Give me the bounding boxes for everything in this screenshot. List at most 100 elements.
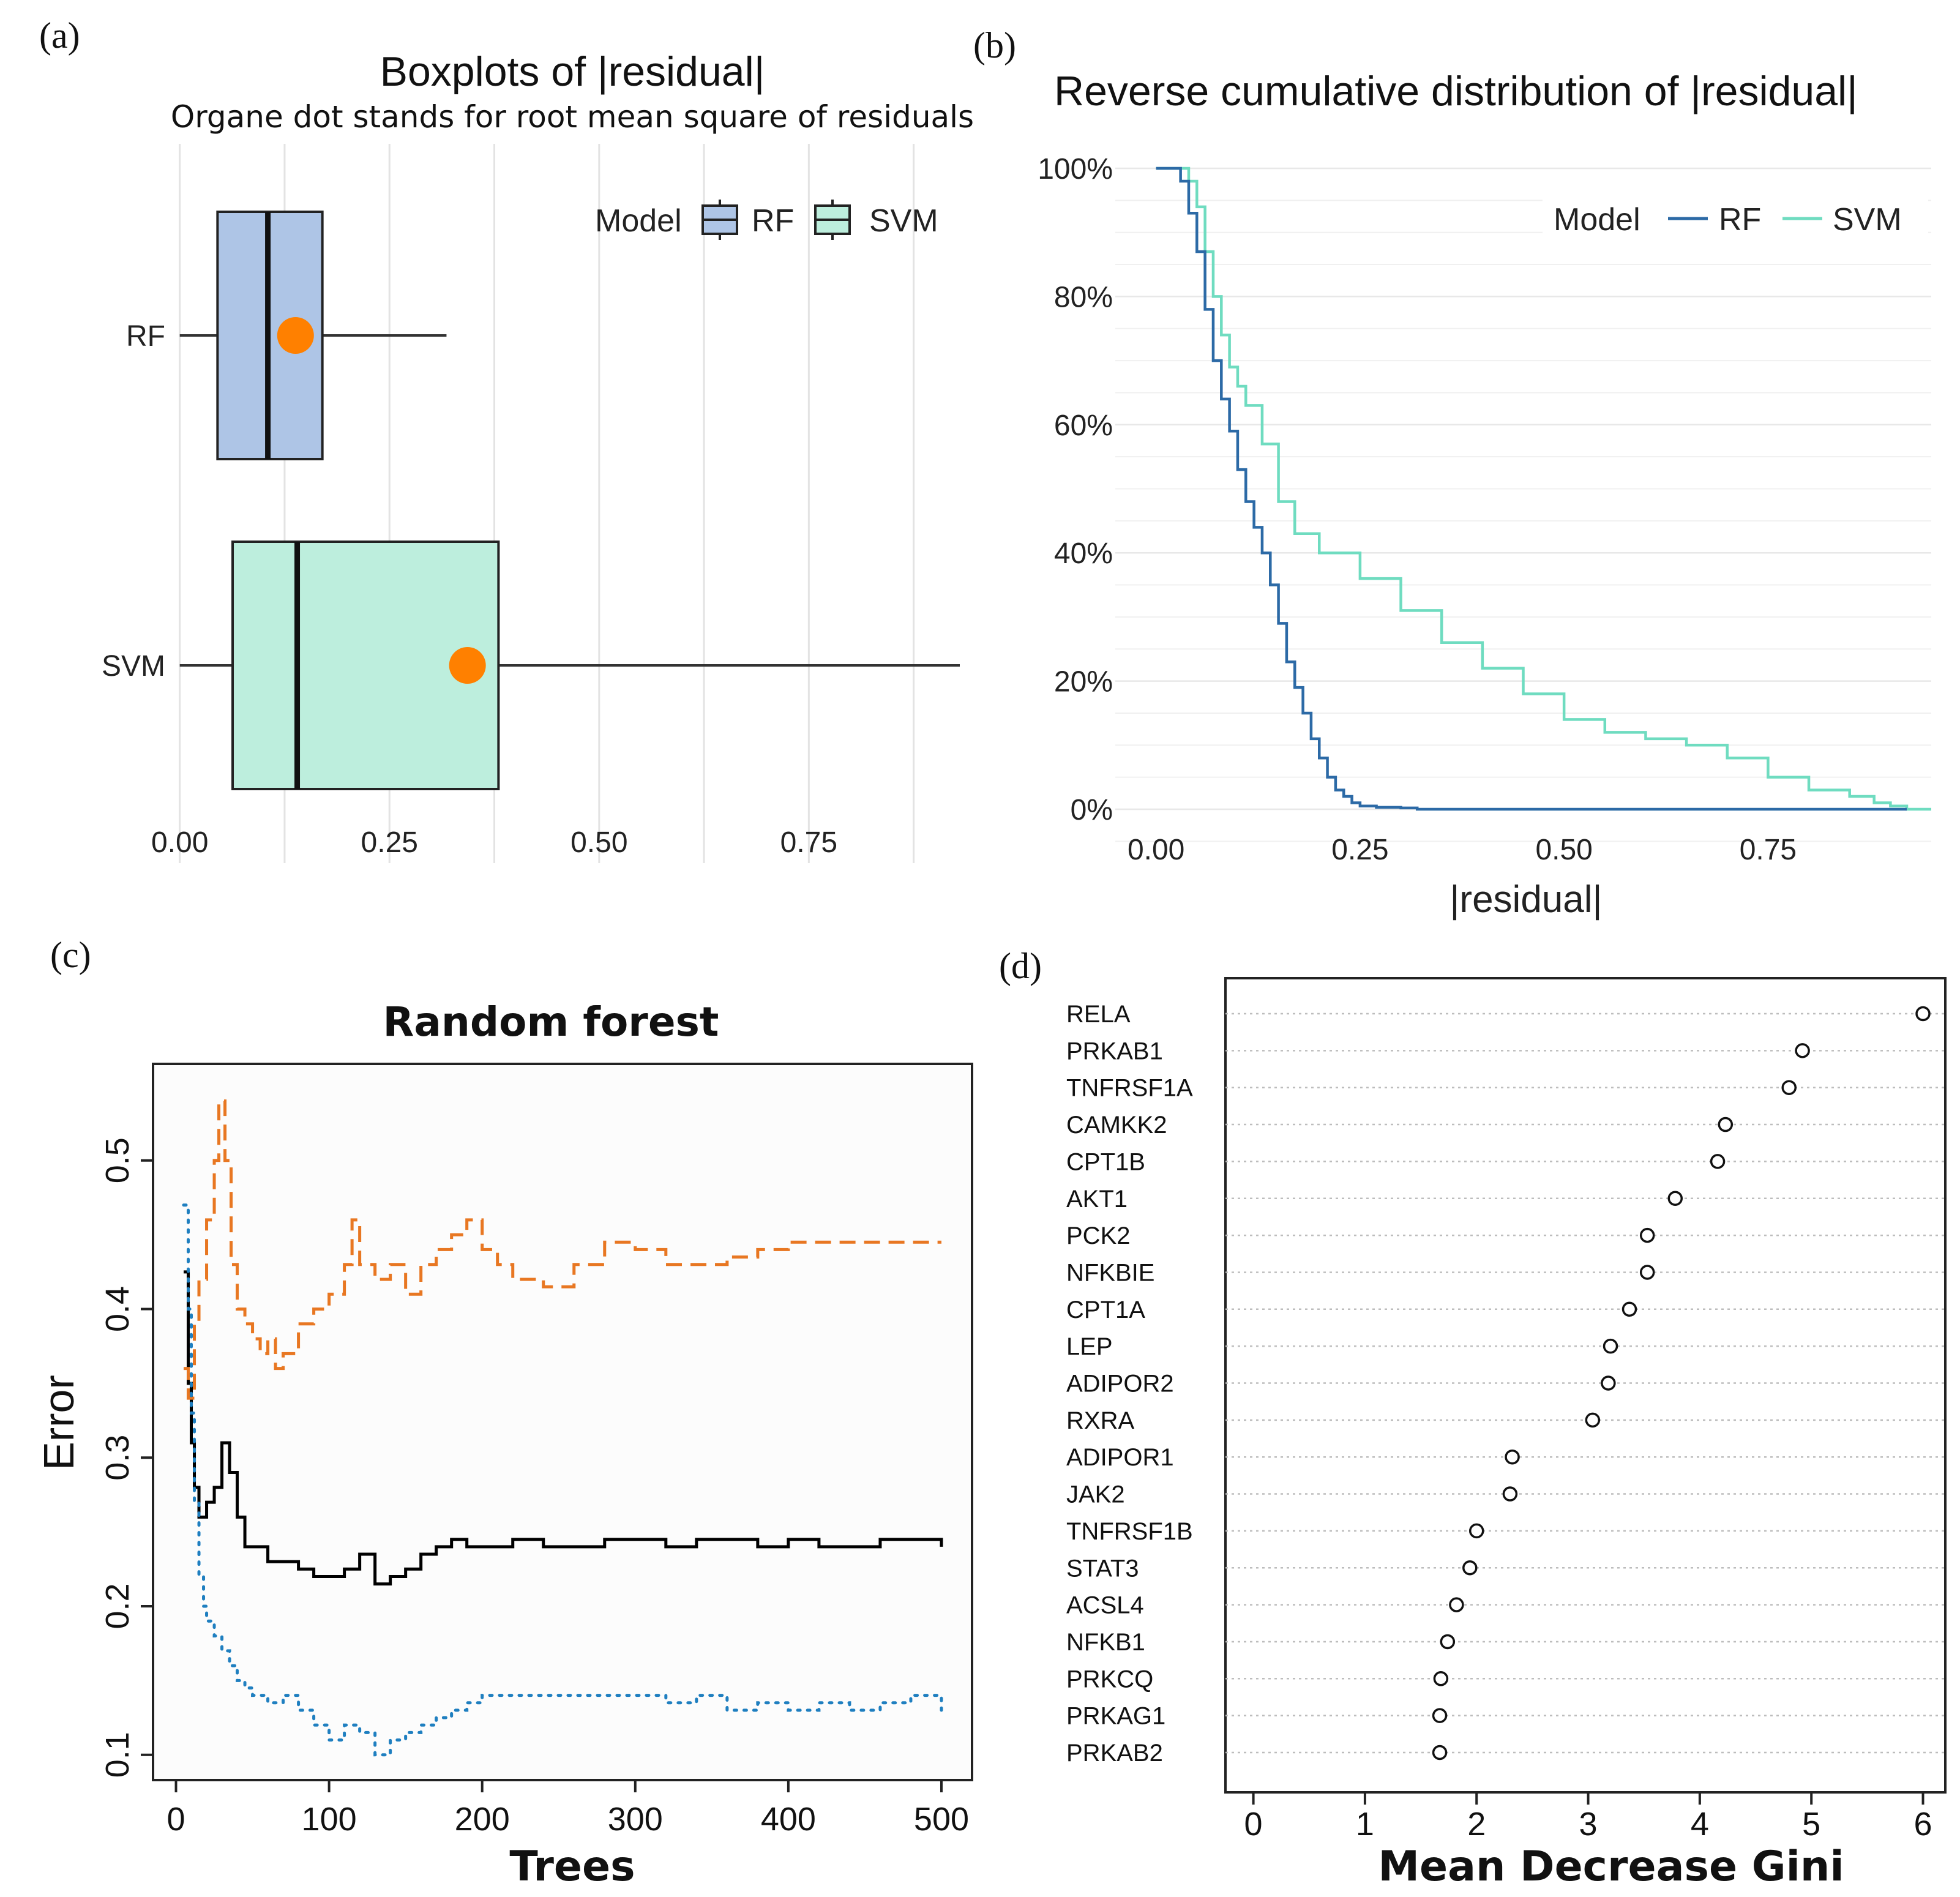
panel-c-x-tick: 100 (302, 1801, 357, 1838)
panel-d-gene-label: ACSL4 (1066, 1592, 1144, 1619)
panel-d-gene-label: ADIPOR1 (1066, 1444, 1174, 1471)
panel-a-y-tick: RF (126, 320, 165, 353)
panel-d-point (1639, 1265, 1655, 1280)
panel-d-x-tick: 3 (1579, 1806, 1598, 1843)
panel-d-gene-label: NFKBIE (1066, 1259, 1154, 1286)
panel-d-gene-label: CPT1B (1066, 1148, 1145, 1175)
panel-d-point (1468, 1523, 1484, 1539)
panel-d-point (1621, 1301, 1637, 1317)
panel-d-point (1915, 1006, 1931, 1022)
panel-d-plot-frame (1224, 977, 1947, 1794)
panel-d-x-tick: 2 (1467, 1806, 1486, 1843)
panel-a-rms-dot (449, 647, 486, 684)
panel-b-y-tick: 100% (1038, 153, 1113, 185)
panel-b-gridlines (1115, 167, 1931, 842)
legend-b-background (1543, 184, 1928, 235)
panel-b-x-tick: 0.50 (1535, 834, 1592, 866)
panel-b-x-tick: 0.75 (1740, 834, 1797, 866)
panel-d-y-ticks: RELA PRKAB1 TNFRSF1A CAMKK2 CPT1B AKT1 PCK2 NFK… (1066, 1001, 1193, 1767)
panel-b-y-ticks: 0% 20% 40% 60% 80% 100% (1038, 153, 1113, 826)
panel-a-legend: Model RF SVM (595, 200, 938, 240)
panel-b-y-tick: 0% (1071, 794, 1113, 826)
panel-d-x-label: Mean Decrease Gini (1378, 1843, 1844, 1891)
panel-c-plot-frame (152, 1063, 973, 1781)
panel-d-point (1440, 1634, 1456, 1650)
panel-d-x-tick: 5 (1802, 1806, 1820, 1843)
panel-d-point (1781, 1080, 1797, 1095)
legend-a-title: Model (595, 203, 682, 239)
panel-c-line-class-2 (182, 1203, 943, 1757)
panel-a-title: Boxplots of |residual| (380, 48, 765, 95)
panel-label-b: (b) (973, 25, 1016, 65)
panel-d-gini: (d) RELA PRKAB1 TNFRSF1A CAMKK2 CPT1B AKT1 PCK… (999, 946, 1947, 1891)
panel-d-gene-label: PRKAG1 (1066, 1703, 1165, 1730)
panel-b-legend: Model RF SVM (1543, 184, 1928, 238)
panel-label-a: (a) (39, 15, 80, 56)
panel-d-x-tick: 1 (1356, 1806, 1374, 1843)
panel-c-x-label: Trees (509, 1843, 635, 1891)
panel-a-boxes (179, 211, 960, 790)
panel-d-point (1432, 1745, 1448, 1760)
panel-d-gene-label: NFKB1 (1066, 1629, 1145, 1656)
panel-d-point (1718, 1117, 1734, 1132)
panel-d-x-ticks: 0 1 2 3 4 5 6 (1244, 1792, 1932, 1843)
panel-d-point (1601, 1375, 1616, 1391)
panel-d-point (1710, 1154, 1726, 1169)
panel-c-x-tick: 500 (914, 1801, 969, 1838)
panel-c-y-tick: 0.1 (99, 1732, 136, 1778)
panel-d-gene-label: PRKCQ (1066, 1666, 1153, 1693)
panel-b-y-tick: 40% (1054, 537, 1113, 570)
panel-a-rms-dot (277, 317, 314, 354)
panel-a-x-tick: 0.50 (570, 826, 627, 859)
panel-a-x-tick: 0.00 (151, 826, 208, 859)
panel-c-line-OOB (184, 1270, 943, 1586)
panel-c-x-tick: 300 (608, 1801, 663, 1838)
legend-a-svm-label: SVM (869, 203, 938, 239)
panel-c-random-forest: (c) Random forest 0 100 200 300 400 500 0.10.… (35, 935, 973, 1891)
panel-d-point (1432, 1708, 1448, 1723)
panel-d-x-tick: 6 (1914, 1806, 1932, 1843)
panel-c-y-tick: 0.5 (99, 1137, 136, 1183)
panel-d-point (1603, 1338, 1618, 1354)
panel-a-y-tick: SVM (102, 650, 165, 683)
panel-b-reverse-cdf: (b) Reverse cumulative distribution of |… (973, 25, 1931, 921)
panel-d-point (1639, 1227, 1655, 1243)
panel-b-x-ticks: 0.00 0.25 0.50 0.75 (1128, 834, 1797, 866)
panel-d-gene-label: AKT1 (1066, 1186, 1128, 1213)
panel-d-x-tick: 0 (1244, 1806, 1263, 1843)
panel-d-points (1225, 1006, 1945, 1760)
panel-c-title: Random forest (383, 998, 719, 1046)
panel-a-boxplot: (a) Boxplots of |residual| Organe dot st… (39, 15, 974, 863)
legend-b-svm-label: SVM (1833, 202, 1902, 238)
panel-b-series (1156, 167, 1931, 811)
panel-c-y-ticks: 0.1 0.2 0.3 0.4 0.5 (99, 1137, 153, 1778)
legend-b-title: Model (1554, 202, 1640, 238)
panel-d-gene-label: CPT1A (1066, 1296, 1145, 1323)
panel-b-line-svm (1156, 167, 1931, 811)
panel-c-line-class-1 (184, 1099, 941, 1400)
panel-b-y-tick: 20% (1054, 666, 1113, 698)
panel-d-point (1462, 1560, 1478, 1576)
panel-d-gene-label: RELA (1066, 1001, 1131, 1028)
panel-d-gene-label: PRKAB1 (1066, 1038, 1163, 1064)
panel-d-gene-label: RXRA (1066, 1407, 1134, 1434)
panel-d-point (1502, 1486, 1518, 1502)
panel-d-gene-label: PCK2 (1066, 1222, 1131, 1249)
panel-c-x-tick: 200 (455, 1801, 510, 1838)
panel-label-c: (c) (50, 935, 91, 975)
panel-b-x-label: |residual| (1449, 878, 1602, 921)
panel-c-x-tick: 400 (761, 1801, 816, 1838)
panel-d-gene-label: ADIPOR2 (1066, 1371, 1174, 1397)
panel-c-x-tick: 0 (166, 1801, 185, 1838)
panel-d-point (1667, 1191, 1683, 1206)
panel-d-gene-label: JAK2 (1066, 1481, 1125, 1508)
panel-a-x-tick: 0.25 (361, 826, 418, 859)
panel-d-gene-label: TNFRSF1B (1066, 1518, 1193, 1545)
panel-b-line-rf (1156, 167, 1907, 811)
legend-a-rf-label: RF (752, 203, 794, 239)
panel-c-x-ticks: 0 100 200 300 400 500 (166, 1780, 969, 1838)
panel-c-y-tick: 0.3 (99, 1435, 136, 1481)
panel-a-x-ticks: 0.00 0.25 0.50 0.75 (151, 826, 837, 859)
panel-d-point (1449, 1597, 1464, 1612)
